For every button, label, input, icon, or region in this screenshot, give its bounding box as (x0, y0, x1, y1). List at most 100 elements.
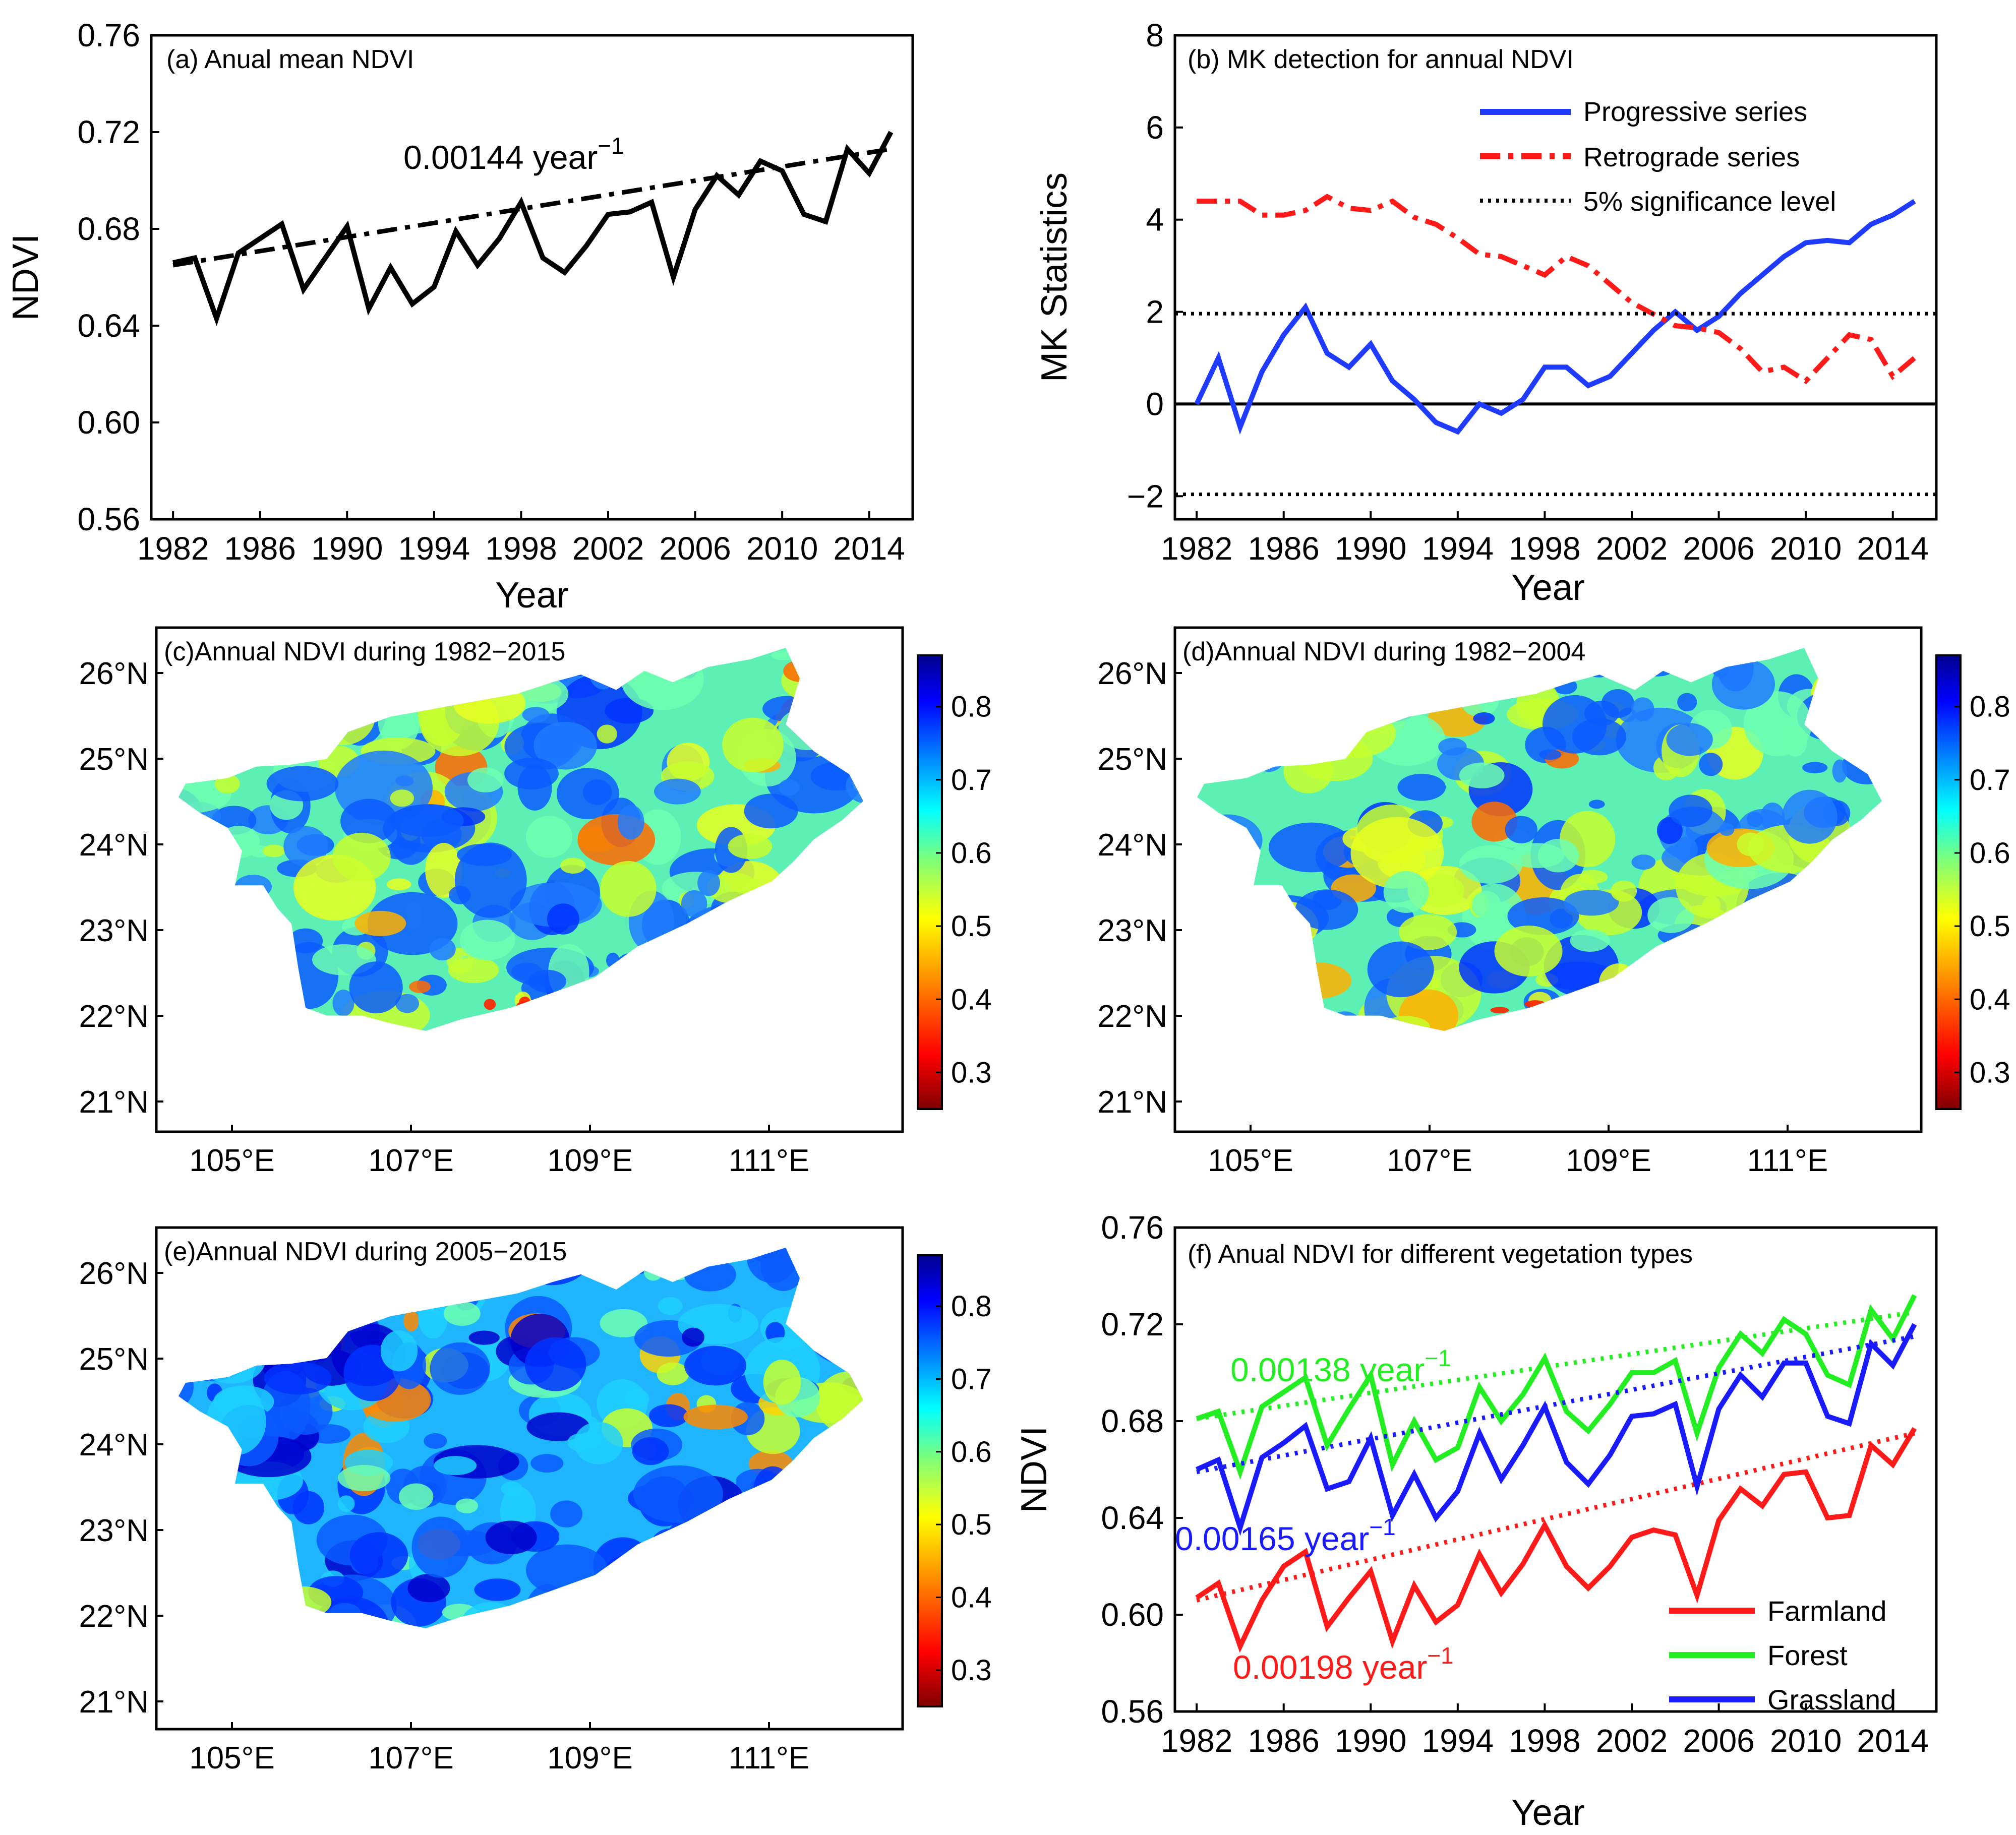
ndvi-blob (526, 1412, 590, 1441)
panel-b-legend: Progressive series Retrograde series 5% … (1480, 97, 1836, 217)
ndvi-blob (332, 832, 391, 882)
x-tick-label: 1986 (224, 530, 296, 567)
ndvi-blob-low (1490, 1007, 1509, 1014)
ndvi-blob (283, 826, 328, 867)
ndvi-blob (1459, 762, 1505, 788)
colorbar-tick-label: 0.7 (951, 1363, 992, 1395)
ndvi-blob (1737, 832, 1764, 857)
colorbar-tick-label: 0.7 (1970, 764, 2010, 797)
ndvi-blob (657, 1362, 689, 1385)
panel-f-legend: Farmland Forest Grassland (1669, 1595, 1896, 1716)
ndvi-blob (454, 842, 527, 918)
ndvi-blob (1471, 891, 1501, 920)
x-tick-label: 2006 (659, 530, 731, 567)
panel-e-map: (e)Annual NDVI during 2005−2015 26°N 25°N 2… (79, 1226, 992, 1776)
x-tick-label: 2014 (1857, 1723, 1929, 1759)
panel-a-ylabel: NDVI (6, 234, 46, 321)
x-tick-label: 1994 (398, 530, 470, 567)
ndvi-blob (1631, 697, 1654, 721)
ndvi-blob (468, 1330, 500, 1345)
ndvi-blob (262, 844, 285, 858)
map-title-e: (e)Annual NDVI during 2005−2015 (164, 1237, 567, 1266)
ndvi-blob (1397, 773, 1446, 801)
lat-tick-label: 23°N (1097, 913, 1167, 948)
lat-tick-label: 24°N (79, 1428, 149, 1462)
colorbar-tick-label: 0.6 (951, 837, 992, 870)
x-tick-label: 1998 (1509, 530, 1580, 567)
trend-line-farmland (1196, 1431, 1915, 1603)
lat-tick-label: 21°N (79, 1685, 149, 1720)
lat-tick-label: 25°N (79, 1342, 149, 1377)
colorbar-tick-label: 0.4 (951, 1581, 992, 1614)
lon-tick-label: 111°E (729, 1741, 809, 1776)
y-tick-label: 0.72 (1101, 1306, 1164, 1342)
ndvi-blob (1699, 753, 1723, 776)
ndvi-blob (443, 1301, 481, 1326)
ndvi-blob (524, 1337, 586, 1391)
series-line-progressive-series (1194, 199, 1916, 435)
lat-tick-label: 24°N (1097, 828, 1167, 863)
ndvi-blob (1647, 897, 1695, 933)
y-tick-label: 0.76 (77, 17, 140, 53)
colorbar-tick-label: 0.5 (1970, 910, 2010, 943)
colorbar-tick-label: 0.8 (1970, 691, 2010, 723)
x-tick-label: 2002 (1596, 530, 1668, 567)
y-tick-label: 0.60 (1101, 1597, 1164, 1633)
ndvi-blob (1611, 880, 1637, 902)
series-line-annual-mean-ndvi (172, 131, 894, 326)
ndvi-blob (1570, 929, 1610, 952)
x-tick-label: 1986 (1248, 1723, 1320, 1759)
ndvi-blob (597, 724, 617, 744)
lat-tick-label: 22°N (1097, 999, 1167, 1034)
colorbar-d (1935, 654, 1962, 1110)
colorbar-c (917, 654, 943, 1110)
panel-f-ylabel: NDVI (1014, 1426, 1054, 1513)
ndvi-blob (1588, 800, 1605, 809)
colorbar-tick-label: 0.3 (951, 1056, 992, 1089)
ndvi-blob (600, 1309, 647, 1337)
ndvi-blob (1719, 823, 1735, 836)
ndvi-blob (390, 789, 414, 807)
ndvi-blob (1505, 816, 1537, 843)
lon-tick-label: 105°E (1208, 1143, 1293, 1178)
lat-tick-label: 26°N (79, 1256, 149, 1291)
x-tick-label: 2006 (1683, 1723, 1754, 1759)
ndvi-blob (697, 870, 720, 896)
ndvi-blob (459, 920, 515, 960)
lat-tick-label: 26°N (1097, 656, 1167, 691)
lat-tick-label: 22°N (79, 1599, 149, 1634)
ndvi-blob (1539, 749, 1562, 760)
x-tick-label: 1982 (137, 530, 209, 567)
panel-a-frame (150, 34, 914, 521)
colorbar-tick-label: 0.3 (951, 1654, 992, 1687)
panel-b-title: (b) MK detection for annual NDVI (1188, 45, 1574, 74)
colorbar-tick-label: 0.5 (951, 910, 992, 943)
lon-tick-label: 107°E (1387, 1143, 1472, 1178)
colorbar-tick-label: 0.6 (1970, 837, 2010, 870)
y-tick-label: 0.68 (1101, 1403, 1164, 1439)
ndvi-blob (332, 990, 354, 1017)
x-tick-label: 1990 (311, 530, 383, 567)
lat-tick-label: 21°N (79, 1085, 149, 1120)
lon-tick-label: 107°E (368, 1143, 454, 1178)
lon-tick-label: 105°E (189, 1741, 275, 1776)
trend-line-forest (1196, 1310, 1915, 1421)
x-tick-label: 1998 (485, 530, 557, 567)
ndvi-blob (390, 804, 464, 837)
ndvi-blob (522, 707, 550, 723)
ndvi-blob (744, 793, 798, 829)
ndvi-blob (530, 1454, 564, 1473)
x-tick-label: 1982 (1161, 1723, 1232, 1759)
ndvi-blob (1399, 914, 1457, 950)
lon-tick-label: 109°E (1566, 1143, 1651, 1178)
ndvi-blob (504, 757, 559, 789)
ndvi-blob (455, 1498, 479, 1513)
map-title-c: (c)Annual NDVI during 1982−2015 (164, 637, 565, 666)
ndvi-blob (683, 1404, 748, 1430)
panel-a-xlabel: Year (495, 575, 568, 616)
trend-line (172, 147, 892, 268)
ndvi-blob (1782, 789, 1837, 844)
x-tick-label: 2014 (1857, 530, 1929, 567)
grassland-trend-label: 0.00165 year−1 (1175, 1514, 1396, 1557)
